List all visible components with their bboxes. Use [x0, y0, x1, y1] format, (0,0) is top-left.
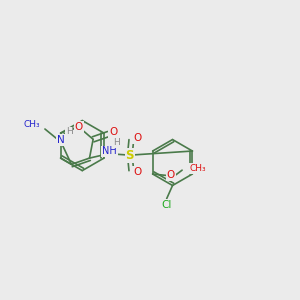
Text: O: O	[133, 167, 141, 177]
Text: CH₃: CH₃	[24, 120, 40, 129]
Text: N: N	[57, 135, 65, 145]
Text: S: S	[126, 149, 134, 162]
Text: H: H	[113, 138, 120, 147]
Text: H: H	[66, 128, 73, 136]
Text: O: O	[133, 134, 141, 143]
Text: O: O	[167, 170, 175, 181]
Text: O: O	[109, 127, 118, 137]
Text: Cl: Cl	[161, 200, 172, 210]
Text: CH₃: CH₃	[190, 164, 206, 173]
Text: NH: NH	[102, 146, 117, 156]
Text: O: O	[74, 122, 83, 132]
